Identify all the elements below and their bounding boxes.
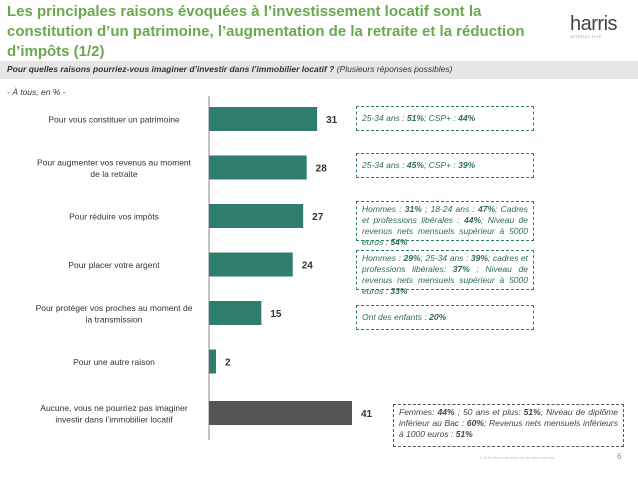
segment-note: 25-34 ans : 45%; CSP+ : 39% xyxy=(356,153,534,178)
segment-note-text: 25-34 ans : 45%; CSP+ : 39% xyxy=(362,160,475,171)
question-note: (Plusieurs réponses possibles) xyxy=(336,64,453,74)
bar-value-label: 15 xyxy=(270,309,282,320)
bar-value-label: 31 xyxy=(326,115,338,126)
category-label-line: Aucune, vous ne pourriez pas imaginer xyxy=(40,403,188,413)
note-value: 54% xyxy=(390,237,408,247)
note-text: ; Niveau de revenus nets mensuels supéri… xyxy=(362,264,528,296)
bar-value-label: 28 xyxy=(316,164,328,175)
note-text: ; 25-34 ans : xyxy=(420,253,471,263)
question-text: Pour quelles raisons pourriez-vous imagi… xyxy=(7,64,452,74)
note-text: ; 50 ans et plus: xyxy=(454,407,524,417)
note-value: 37% xyxy=(452,264,470,274)
logo-wordmark: harris xyxy=(570,13,618,35)
segment-note: Ont des enfants : 20% xyxy=(356,305,534,330)
category-label: Pour une autre raison xyxy=(73,357,155,367)
note-text: 25-34 ans : xyxy=(362,113,407,123)
note-value: 29% xyxy=(403,253,421,263)
page-number: 6 xyxy=(617,452,622,461)
note-text: Femmes: xyxy=(399,407,438,417)
category-label-line: Pour vous constituer un patrimoine xyxy=(48,115,180,125)
note-text: ; Cadres et professions libérales : xyxy=(362,204,529,225)
bar xyxy=(209,401,352,425)
category-label-line: de la retraite xyxy=(90,169,138,179)
category-label-line: Pour réduire vos impôts xyxy=(69,212,159,222)
note-text: Hommes : xyxy=(362,204,405,214)
note-text: Ont des enfants : xyxy=(362,312,430,322)
note-value: 51% xyxy=(406,113,424,123)
category-label-line: Pour augmenter vos revenus au moment xyxy=(37,157,192,167)
bar xyxy=(209,155,307,180)
bar-value-label: 2 xyxy=(225,358,231,369)
segment-note: Hommes : 29%; 25-34 ans : 39%; cadres et… xyxy=(356,250,534,296)
segment-note: 25-34 ans : 51%; CSP+ : 44% xyxy=(356,106,534,131)
note-value: 33% xyxy=(390,286,408,296)
note-text: ; CSP+ : xyxy=(423,113,459,123)
note-text: ; Revenus nets mensuels inférieurs à 100… xyxy=(399,418,618,439)
note-value: 39% xyxy=(470,253,488,263)
category-label-line: Pour protéger vos proches au moment de xyxy=(36,303,193,313)
note-value: 20% xyxy=(429,312,447,322)
note-value: 31% xyxy=(404,204,422,214)
copyright: © 2015 Harris Interactive Inc. All right… xyxy=(480,456,556,460)
note-value: 39% xyxy=(458,160,476,170)
bar xyxy=(209,252,293,277)
question-banner: Pour quelles raisons pourriez-vous imagi… xyxy=(0,61,638,79)
segment-note: Femmes: 44% ; 50 ans et plus: 51%; Nivea… xyxy=(393,404,624,447)
bar xyxy=(209,107,318,131)
note-text: ; 18-24 ans : xyxy=(421,204,479,214)
note-value: 51% xyxy=(455,429,473,439)
note-value: 47% xyxy=(478,204,496,214)
category-label: Pour protéger vos proches au moment de la… xyxy=(36,303,193,325)
note-text: ; CSP+ : xyxy=(423,160,459,170)
segment-note-text: Femmes: 44% ; 50 ans et plus: 51%; Nivea… xyxy=(399,407,618,439)
note-value: 51% xyxy=(523,407,541,417)
note-value: 44% xyxy=(437,407,455,417)
category-label: Aucune, vous ne pourriez pas imaginer inv… xyxy=(40,403,188,425)
bar-value-label: 24 xyxy=(302,261,314,272)
logo-subtitle: INTERACTIVE xyxy=(570,34,602,39)
question-main: Pour quelles raisons pourriez-vous imagi… xyxy=(7,64,335,74)
bar-value-label: 27 xyxy=(312,212,324,223)
category-label-line: la transmission xyxy=(86,314,143,324)
category-label: Pour vous constituer un patrimoine xyxy=(48,115,180,125)
bar xyxy=(209,349,216,374)
note-value: 44% xyxy=(458,113,476,123)
note-text: Hommes : xyxy=(362,253,404,263)
page-title: Les principales raisons évoquées à l’inv… xyxy=(7,3,525,60)
segment-note: Hommes : 31% ; 18-24 ans : 47%; Cadres e… xyxy=(356,201,534,247)
category-label: Pour augmenter vos revenus au moment de l… xyxy=(37,157,192,179)
note-text: ; Niveau de diplôme inférieur au Bac : xyxy=(399,407,618,428)
segment-note-text: 25-34 ans : 51%; CSP+ : 44% xyxy=(362,113,475,124)
note-text: 25-34 ans : xyxy=(362,160,407,170)
bar xyxy=(209,301,262,325)
base-label: - À tous, en % - xyxy=(7,87,66,97)
category-label: Pour réduire vos impôts xyxy=(69,212,159,222)
category-label-line: Pour une autre raison xyxy=(73,357,155,367)
harris-logo: harris INTERACTIVE xyxy=(570,14,632,39)
note-text: ; cadres et professions libérales: xyxy=(362,253,528,274)
note-value: 45% xyxy=(406,160,424,170)
category-label: Pour placer votre argent xyxy=(68,260,160,270)
category-label-line: Pour placer votre argent xyxy=(68,260,160,270)
bar-value-label: 41 xyxy=(361,409,373,420)
bar xyxy=(209,204,304,228)
note-value: 60% xyxy=(466,418,484,428)
segment-note-text: Hommes : 31% ; 18-24 ans : 47%; Cadres e… xyxy=(362,204,528,247)
note-value: 44% xyxy=(464,215,482,225)
note-text: ; Niveau de revenus nets mensuels supéri… xyxy=(362,215,528,247)
segment-note-text: Hommes : 29%; 25-34 ans : 39%; cadres et… xyxy=(362,253,528,296)
segment-note-text: Ont des enfants : 20% xyxy=(362,312,446,323)
category-label-line: investir dans l’immobilier locatif xyxy=(55,414,173,424)
